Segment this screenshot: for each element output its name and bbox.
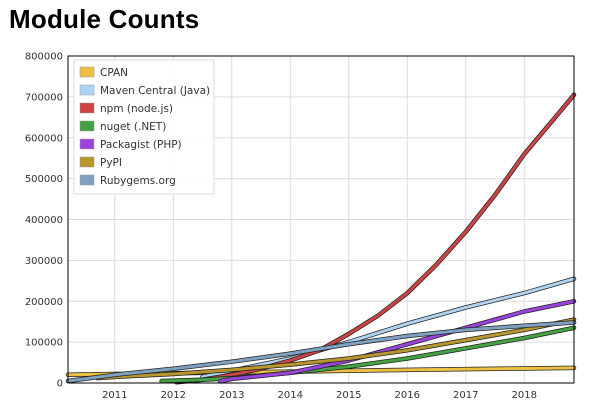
y-tick-label: 200000 [25, 297, 63, 308]
x-tick-label: 2017 [453, 390, 478, 401]
page-title: Module Counts [9, 4, 200, 34]
legend-swatch [79, 156, 95, 168]
y-tick-label: 600000 [25, 133, 63, 144]
series-layer [65, 92, 577, 385]
y-tick-label: 0 [57, 379, 63, 390]
y-tick-label: 800000 [25, 52, 63, 63]
legend-label: npm (node.js) [100, 103, 173, 115]
legend-item: nuget (.NET) [79, 120, 166, 133]
series-line [174, 93, 576, 384]
legend-item: npm (node.js) [79, 102, 173, 115]
series-rubygems-org [65, 320, 577, 384]
series-line [66, 321, 576, 383]
legend-label: Packagist (PHP) [100, 139, 182, 151]
x-tick-label: 2012 [161, 390, 186, 401]
legend-item: PyPI [79, 156, 122, 169]
series-pypi [94, 317, 577, 381]
legend-item: Maven Central (Java) [79, 84, 210, 97]
legend-swatch [79, 174, 95, 186]
series-line [95, 318, 576, 380]
x-tick-label: 2018 [512, 390, 537, 401]
legend-swatch [79, 84, 95, 96]
x-tick-label: 2015 [336, 390, 361, 401]
series-line [160, 326, 576, 383]
y-tick-label: 500000 [25, 174, 63, 185]
plot-border [67, 55, 575, 384]
y-tick-label: 400000 [25, 215, 63, 226]
legend-label: Maven Central (Java) [100, 85, 210, 97]
x-tick-label: 2014 [278, 390, 303, 401]
legend-swatch [79, 138, 95, 150]
x-tick-label: 2016 [395, 390, 420, 401]
legend-item: CPAN [79, 66, 128, 79]
x-tick-label: 2011 [102, 390, 127, 401]
series-npm-node-js [173, 92, 577, 385]
legend-item: Rubygems.org [79, 174, 176, 187]
x-axis: 2011 2012 2013 2014 2015 2016 2017 2018 [102, 390, 537, 401]
legend-swatch [79, 120, 95, 132]
legend-item: Packagist (PHP) [79, 138, 182, 151]
x-tick-label: 2013 [219, 390, 244, 401]
y-tick-label: 300000 [25, 256, 63, 267]
legend-label: CPAN [100, 67, 128, 79]
y-axis: 0 100000 200000 300000 400000 500000 600000 700… [25, 52, 63, 390]
y-tick-label: 700000 [25, 92, 63, 103]
legend: CPAN Maven Central (Java) npm (node.js) nug… [73, 59, 215, 195]
legend-box [73, 59, 215, 195]
legend-swatch [79, 102, 95, 114]
legend-label: Rubygems.org [100, 175, 176, 187]
series-nuget-net [159, 325, 577, 384]
legend-label: nuget (.NET) [100, 121, 166, 133]
legend-label: PyPI [100, 157, 122, 169]
legend-swatch [79, 66, 95, 78]
y-tick-label: 100000 [25, 338, 63, 349]
